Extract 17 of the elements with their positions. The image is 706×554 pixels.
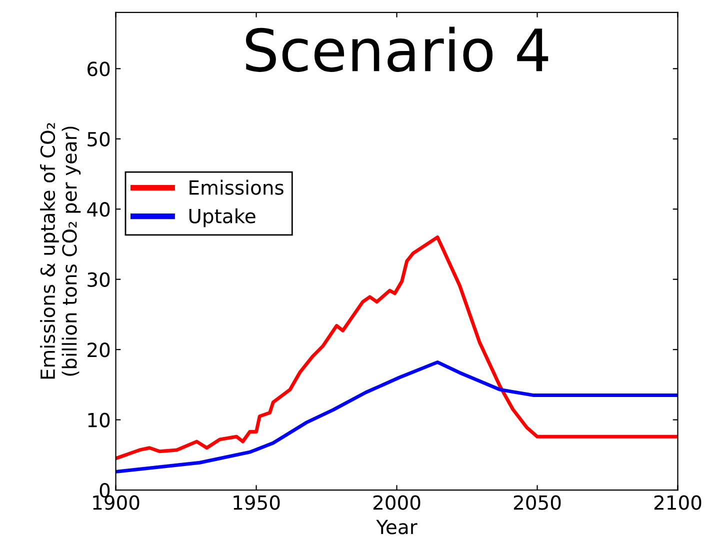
chart-title: Scenario 4 [246, 26, 548, 72]
x-tick-label: 2100 [654, 495, 702, 510]
y-axis-title: Emissions & uptake of CO₂ (billion tons CO₂ per year) [40, 123, 81, 379]
y-tick-label: 50 [88, 132, 110, 147]
x-tick-label: 2000 [373, 495, 420, 510]
x-axis-title: Year [376, 520, 418, 534]
legend-label: Uptake [189, 208, 256, 228]
y-tick-label: 10 [88, 412, 110, 428]
y-tick-label: 20 [88, 342, 110, 358]
y-tick-label: 60 [88, 62, 110, 76]
y-tick-label: 30 [88, 272, 110, 287]
x-tick-label: 1950 [234, 495, 280, 510]
y-tick-label: 40 [87, 202, 110, 217]
line-series [116, 235, 678, 460]
line-series [116, 360, 678, 474]
legend-label: Emissions [190, 180, 284, 195]
x-tick-label: 2050 [514, 495, 561, 510]
